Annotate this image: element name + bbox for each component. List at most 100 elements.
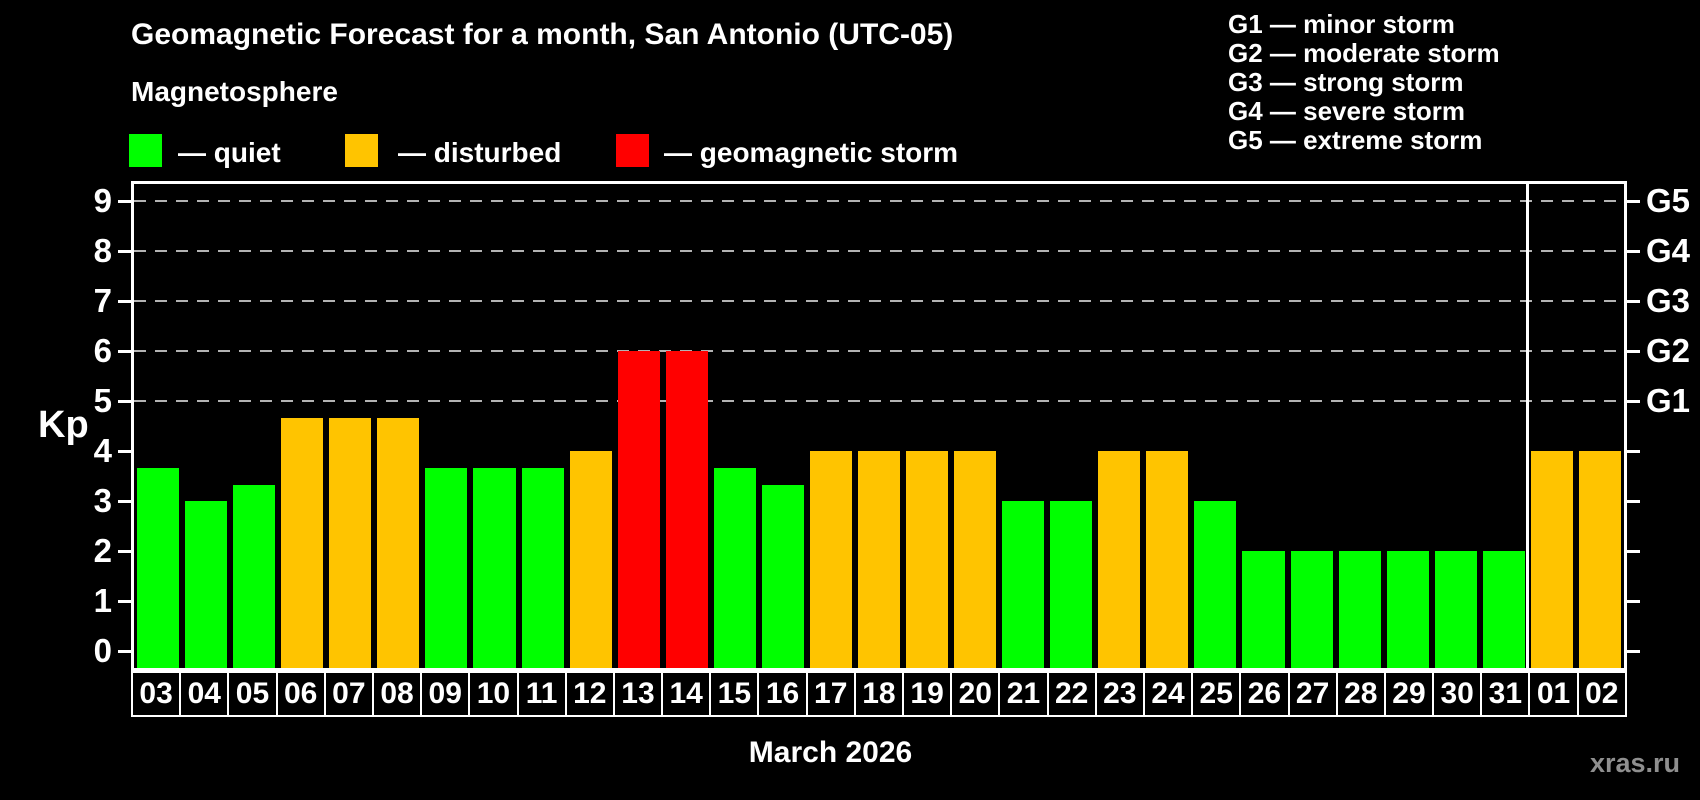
- g-scale-label-g1: G1: [1646, 382, 1691, 420]
- x-axis-day-labels: 03 04 05 06 07 08 09 10 11 12 13 14 15 16 17 18 19 20 21 22…: [131, 671, 1627, 717]
- plot-area: 0 1 2 3 4 5 6 7 8 9 G1 G2 G3 G4 G5: [94, 182, 1690, 669]
- x-axis-title: March 2026: [748, 736, 913, 769]
- bar-day-13: [617, 351, 660, 668]
- x-tick-label-29: 29: [1386, 673, 1435, 715]
- x-tick-label-26: 26: [1241, 673, 1290, 715]
- x-tick-label-22: 22: [1049, 673, 1097, 715]
- x-tick-label-11: 11: [519, 673, 567, 715]
- bar-day-20: [954, 451, 997, 668]
- bar-day-19: [906, 451, 949, 668]
- x-tick-label-30: 30: [1434, 673, 1483, 715]
- bar-day-10: [473, 467, 516, 668]
- gridline-kp5: [134, 400, 1624, 403]
- legend-label-disturbed: — disturbed: [398, 137, 562, 168]
- bar-day-02: [1578, 451, 1621, 668]
- bar-day-08: [377, 417, 420, 668]
- storm-scale-line-g1: G1 — minor storm: [1228, 9, 1455, 39]
- y-tick-label-0: 0: [93, 632, 112, 670]
- bar-day-16: [761, 484, 804, 668]
- storm-scale-legend: G1 — minor storm G2 — moderate storm G3 …: [1228, 10, 1500, 155]
- y-tick-left-8: [118, 249, 131, 253]
- x-tick-label-09: 09: [422, 673, 471, 715]
- x-tick-label-24: 24: [1145, 673, 1194, 715]
- y-tick-label-6: 6: [93, 332, 112, 370]
- bar-day-24: [1146, 451, 1189, 668]
- g-scale-label-g2: G2: [1646, 332, 1691, 370]
- x-tick-label-20: 20: [952, 673, 1001, 715]
- x-tick-label-15: 15: [711, 673, 760, 715]
- magnetosphere-label: Magnetosphere: [131, 76, 338, 107]
- bar-day-30: [1434, 551, 1477, 668]
- y-tick-left-4: [118, 449, 131, 453]
- y-tick-left-3: [118, 499, 131, 503]
- storm-scale-line-g4: G4 — severe storm: [1228, 96, 1466, 126]
- bar-day-11: [521, 467, 564, 668]
- y-tick-left-1: [118, 599, 131, 603]
- y-tick-right-7: [1627, 299, 1640, 303]
- y-tick-right-6: [1627, 349, 1640, 353]
- y-tick-left-6: [118, 349, 131, 353]
- gridline-kp9: [134, 200, 1624, 203]
- bar-day-15: [713, 467, 756, 668]
- bar-day-05: [233, 484, 276, 668]
- g-scale-label-g4: G4: [1646, 232, 1691, 270]
- y-tick-right-0: [1627, 649, 1640, 653]
- y-tick-right-3: [1627, 499, 1640, 503]
- gridline-kp8: [134, 250, 1624, 253]
- bar-day-14: [665, 351, 708, 668]
- y-tick-left-2: [118, 549, 131, 553]
- x-tick-label-06: 06: [278, 673, 326, 715]
- storm-scale-line-g2: G2 — moderate storm: [1228, 38, 1500, 68]
- kp-forecast-chart: 0 1 2 3 4 5 6 7 8 9 G1 G2 G3 G4 G5: [94, 181, 1690, 671]
- y-tick-right-2: [1627, 549, 1640, 553]
- bar-day-29: [1386, 551, 1429, 668]
- x-tick-label-05: 05: [229, 673, 278, 715]
- bar-day-31: [1482, 551, 1525, 668]
- page-title: Geomagnetic Forecast for a month, San An…: [131, 18, 954, 51]
- y-tick-label-3: 3: [93, 482, 112, 520]
- x-tick-label-18: 18: [856, 673, 904, 715]
- x-tick-label-14: 14: [663, 673, 712, 715]
- legend-swatch-quiet: [129, 134, 162, 167]
- bar-day-03: [137, 467, 180, 668]
- bar-day-12: [569, 451, 612, 668]
- month-separator-line: [1526, 184, 1530, 668]
- y-tick-right-9: [1627, 199, 1640, 203]
- legend-label-quiet: — quiet: [178, 137, 281, 168]
- bar-day-23: [1098, 451, 1141, 668]
- y-tick-left-7: [118, 299, 131, 303]
- x-tick-label-07: 07: [326, 673, 374, 715]
- y-tick-label-8: 8: [93, 232, 112, 270]
- x-tick-label-27: 27: [1290, 673, 1338, 715]
- gridline-kp7: [134, 300, 1624, 303]
- storm-scale-line-g3: G3 — strong storm: [1228, 67, 1464, 97]
- x-tick-label-28: 28: [1338, 673, 1386, 715]
- x-tick-label-12: 12: [567, 673, 615, 715]
- legend-swatch-storm: [616, 134, 649, 167]
- x-tick-label-16: 16: [759, 673, 808, 715]
- bar-day-22: [1050, 501, 1093, 668]
- bar-day-18: [857, 451, 901, 668]
- legend-swatch-disturbed: [345, 134, 378, 167]
- watermark: xras.ru: [1589, 748, 1680, 778]
- x-tick-label-31: 31: [1482, 673, 1531, 715]
- y-axis-title: Kp: [38, 404, 89, 446]
- bar-day-09: [425, 467, 468, 668]
- x-tick-label-23: 23: [1097, 673, 1145, 715]
- x-tick-label-19: 19: [904, 673, 953, 715]
- bar-day-25: [1194, 501, 1237, 668]
- y-tick-left-5: [118, 399, 131, 403]
- bar-day-27: [1290, 551, 1333, 668]
- bar-day-06: [281, 417, 324, 668]
- y-tick-label-9: 9: [93, 182, 112, 220]
- bar-day-17: [809, 451, 852, 668]
- y-tick-label-5: 5: [93, 382, 112, 420]
- y-tick-label-2: 2: [93, 532, 112, 570]
- y-tick-left-9: [118, 199, 131, 203]
- y-tick-left-0: [118, 649, 131, 653]
- bar-day-04: [185, 501, 228, 668]
- x-tick-label-04: 04: [181, 673, 230, 715]
- y-tick-label-1: 1: [93, 582, 112, 620]
- y-tick-right-8: [1627, 249, 1640, 253]
- y-tick-right-4: [1627, 449, 1640, 453]
